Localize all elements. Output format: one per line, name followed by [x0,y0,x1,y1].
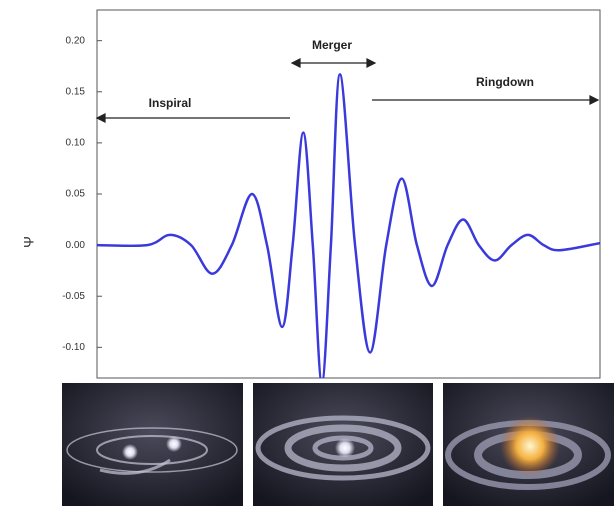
y-tick-label: 0.05 [66,189,86,200]
y-tick-label: 0.15 [66,86,86,97]
y-tick-label: -0.10 [62,342,85,353]
y-axis-label: Ψ [21,236,37,248]
annotation-arrows [97,59,598,122]
y-tick-label: 0.10 [66,138,86,149]
y-tick-label: 0.00 [66,240,86,251]
annotation: Merger [312,38,352,52]
y-tick-label: -0.05 [62,291,85,302]
plot-frame [97,10,600,378]
waveform-line [97,74,600,383]
illustration-merger [253,383,433,506]
annotation: Inspiral [149,96,192,110]
illustration-ringdown [443,383,614,506]
y-tick-label: 0.20 [66,35,86,46]
illustration-inspiral [62,383,243,506]
chart: Ψ Inspiral Merger Ringdown [0,0,614,506]
annotation: Ringdown [476,75,534,89]
